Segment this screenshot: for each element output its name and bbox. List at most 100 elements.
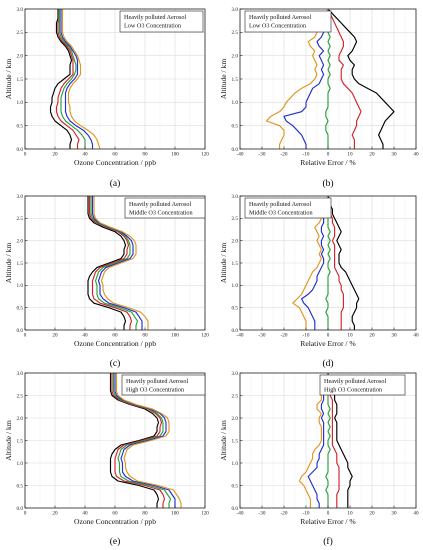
series-line-2 bbox=[327, 196, 344, 330]
y-tick-label: 2.5 bbox=[17, 216, 24, 222]
x-tick-label: -20 bbox=[281, 511, 288, 517]
x-tick-label: 40 bbox=[82, 511, 88, 517]
y-tick-label: 2.0 bbox=[17, 238, 24, 244]
y-axis-title: Altitude / km bbox=[4, 243, 13, 284]
y-axis-title: Altitude / km bbox=[219, 59, 228, 100]
panel-f: -40 -30 -20 -10 0 10 20 30 40 0.0 0.5 1.0 1.5 2.0 2.5 3… bbox=[219, 371, 419, 547]
y-tick-label: 0.0 bbox=[17, 328, 24, 334]
x-tick-label: -30 bbox=[259, 333, 266, 339]
series-line-1 bbox=[49, 9, 73, 149]
x-tick-label: 40 bbox=[82, 152, 88, 158]
series-line-5 bbox=[298, 372, 329, 508]
x-axis-title: Ozone Concentration / ppb bbox=[74, 158, 156, 167]
series-line-5 bbox=[292, 195, 329, 330]
x-axis-title: Ozone Concentration / ppb bbox=[74, 339, 156, 348]
panel-b: -40 -30 -20 -10 0 10 20 30 40 0.0 0.5 1.0 1.5 2.0 2.5 3… bbox=[219, 7, 419, 189]
panel-d: -40 -30 -20 -10 0 10 20 30 40 0.0 0.5 1.0 1.5 2.0 2.5 3… bbox=[219, 194, 419, 369]
y-tick-label: 1.0 bbox=[17, 461, 24, 467]
legend-box bbox=[244, 10, 332, 33]
x-axis-title: Ozone Concentration / ppb bbox=[74, 517, 156, 526]
legend-line-1: Heavily polluted Aerosol bbox=[129, 201, 191, 208]
y-tick-label: 1.5 bbox=[17, 261, 24, 267]
x-tick-label: 0 bbox=[24, 333, 27, 339]
y-axis-title: Altitude / km bbox=[219, 243, 228, 284]
y-tick-label: 2.0 bbox=[17, 416, 24, 422]
x-tick-label: -30 bbox=[259, 511, 266, 517]
x-tick-label: 20 bbox=[52, 152, 58, 158]
series-line-1 bbox=[327, 195, 360, 330]
x-tick-label: 60 bbox=[112, 333, 118, 339]
panel-e: 0 20 40 60 80 100 120 0.0 0.5 1.0 1.5 2.0 2.5 3.0 Ozon… bbox=[4, 371, 209, 547]
x-tick-label: -20 bbox=[281, 152, 288, 158]
series-line-3 bbox=[325, 9, 331, 149]
y-tick-label: 3.0 bbox=[17, 371, 24, 377]
series-line-2 bbox=[88, 196, 133, 330]
panel-caption: (d) bbox=[322, 358, 333, 369]
x-tick-label: 40 bbox=[82, 333, 88, 339]
series-line-3 bbox=[90, 196, 139, 330]
y-axis-title: Altitude / km bbox=[219, 420, 228, 461]
y-tick-label: 0.5 bbox=[232, 123, 239, 129]
x-tick-label: 60 bbox=[112, 511, 118, 517]
x-tick-label: 20 bbox=[369, 511, 375, 517]
legend-box bbox=[124, 197, 206, 219]
x-tick-label: -40 bbox=[237, 152, 244, 158]
legend-box bbox=[244, 197, 332, 219]
x-tick-label: 40 bbox=[413, 333, 419, 339]
series-line-2 bbox=[327, 8, 362, 149]
series-line-2 bbox=[111, 373, 166, 508]
x-axis-title: Relative Error / % bbox=[300, 517, 356, 526]
y-tick-label: 3.0 bbox=[232, 194, 239, 200]
legend-line-1: Heavily polluted Aerosol bbox=[126, 378, 188, 385]
x-tick-label: 60 bbox=[112, 152, 118, 158]
x-tick-label: 100 bbox=[171, 511, 179, 517]
legend-line-1: Heavily polluted Aerosol bbox=[249, 201, 311, 208]
x-tick-label: -20 bbox=[281, 333, 288, 339]
y-tick-label: 1.5 bbox=[232, 438, 239, 444]
series-line-2 bbox=[55, 9, 80, 149]
series-line-4 bbox=[91, 196, 143, 330]
x-tick-label: 120 bbox=[201, 511, 209, 517]
series-line-3 bbox=[112, 373, 172, 508]
x-tick-label: 100 bbox=[171, 333, 179, 339]
legend-box bbox=[319, 374, 406, 396]
y-tick-label: 0.5 bbox=[232, 305, 239, 311]
series-line-2 bbox=[327, 373, 340, 508]
x-tick-label: -10 bbox=[303, 152, 310, 158]
y-tick-label: 2.0 bbox=[232, 53, 239, 59]
y-tick-label: 3.0 bbox=[232, 7, 239, 13]
x-tick-label: 30 bbox=[391, 333, 397, 339]
panel-caption: (f) bbox=[323, 536, 333, 547]
y-tick-label: 1.0 bbox=[17, 283, 24, 289]
legend-line-2: High O3 Concentration bbox=[324, 387, 382, 394]
y-tick-label: 2.5 bbox=[17, 30, 24, 36]
legend-line-1: Heavily polluted Aerosol bbox=[324, 378, 386, 385]
panel-caption: (c) bbox=[110, 358, 121, 369]
legend-line-1: Heavily polluted Aerosol bbox=[124, 14, 186, 21]
series-line-1 bbox=[327, 373, 353, 508]
series-line-5 bbox=[93, 196, 149, 330]
series-line-1 bbox=[87, 196, 127, 330]
legend-line-2: Middle O3 Concentration bbox=[249, 210, 313, 217]
x-tick-label: 80 bbox=[142, 152, 148, 158]
x-tick-label: 10 bbox=[347, 152, 353, 158]
y-tick-label: 2.5 bbox=[232, 393, 239, 399]
x-tick-label: 0 bbox=[24, 511, 27, 517]
y-tick-label: 0.0 bbox=[232, 506, 239, 512]
x-tick-label: 20 bbox=[369, 152, 375, 158]
legend-line-2: Low O3 Concentration bbox=[124, 23, 181, 30]
y-tick-label: 2.0 bbox=[232, 416, 239, 422]
x-tick-label: 40 bbox=[413, 511, 419, 517]
x-tick-label: 20 bbox=[369, 333, 375, 339]
x-tick-label: 20 bbox=[52, 511, 58, 517]
x-axis-title: Relative Error / % bbox=[300, 158, 356, 167]
series-line-5 bbox=[265, 8, 329, 149]
legend-line-2: High O3 Concentration bbox=[126, 387, 184, 394]
x-tick-label: 30 bbox=[391, 511, 397, 517]
panel-caption: (a) bbox=[110, 178, 121, 189]
series-line-4 bbox=[301, 196, 329, 330]
y-tick-label: 1.0 bbox=[232, 100, 239, 106]
x-tick-label: 80 bbox=[142, 333, 148, 339]
x-tick-label: 0 bbox=[327, 511, 330, 517]
